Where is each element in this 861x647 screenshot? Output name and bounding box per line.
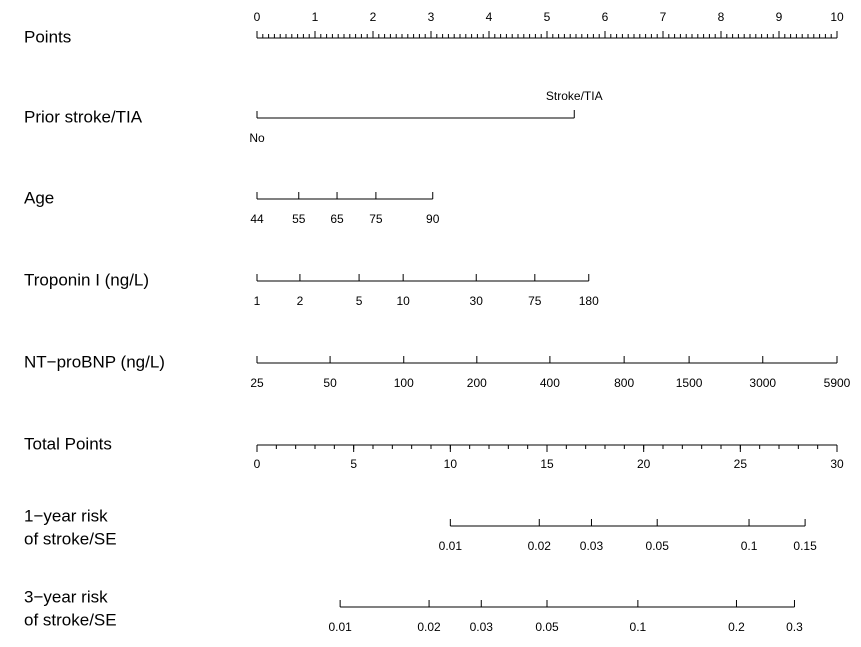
tick-label: 0.02: [528, 539, 552, 553]
tick-label: 7: [660, 10, 667, 24]
tick-label: 3: [428, 10, 435, 24]
tick-label: 5: [356, 294, 363, 308]
row-label: Troponin I (ng/L): [24, 270, 149, 289]
tick-label: 44: [250, 212, 264, 226]
tick-label: 65: [330, 212, 344, 226]
row-label: of stroke/SE: [24, 610, 117, 629]
tick-label: 0.01: [439, 539, 463, 553]
tick-label: 400: [540, 376, 560, 390]
tick-label: 0.3: [786, 620, 803, 634]
tick-label: 75: [369, 212, 383, 226]
tick-label: 0.05: [646, 539, 670, 553]
tick-label: 30: [470, 294, 484, 308]
tick-label: 0.1: [741, 539, 758, 553]
tick-label: 5: [350, 457, 357, 471]
tick-label: 50: [323, 376, 337, 390]
tick-label: 0.1: [630, 620, 647, 634]
tick-label: No: [249, 131, 265, 145]
tick-label: 90: [426, 212, 440, 226]
row-label: Prior stroke/TIA: [24, 107, 143, 126]
tick-label: 0.03: [470, 620, 494, 634]
tick-label: 180: [579, 294, 599, 308]
tick-label: 55: [292, 212, 306, 226]
row-label: NT−proBNP (ng/L): [24, 352, 165, 371]
row-label: Points: [24, 27, 71, 46]
row-label: 1−year risk: [24, 506, 108, 525]
tick-label: 0: [254, 10, 261, 24]
tick-label: 0.05: [535, 620, 559, 634]
tick-label: 25: [250, 376, 264, 390]
tick-label: 0.2: [728, 620, 745, 634]
tick-label: 5: [544, 10, 551, 24]
tick-label: 30: [830, 457, 844, 471]
tick-label: 0: [254, 457, 261, 471]
tick-label: Stroke/TIA: [546, 89, 603, 103]
tick-label: 6: [602, 10, 609, 24]
tick-label: 10: [396, 294, 410, 308]
tick-label: 10: [444, 457, 458, 471]
tick-label: 5900: [824, 376, 851, 390]
tick-label: 0.02: [417, 620, 441, 634]
tick-label: 3000: [749, 376, 776, 390]
tick-label: 10: [830, 10, 844, 24]
tick-label: 0.03: [580, 539, 604, 553]
row-label: Total Points: [24, 434, 112, 453]
tick-label: 1: [254, 294, 261, 308]
row-label: Age: [24, 188, 54, 207]
tick-label: 200: [467, 376, 487, 390]
tick-label: 15: [540, 457, 554, 471]
tick-label: 800: [614, 376, 634, 390]
tick-label: 1500: [676, 376, 703, 390]
tick-label: 0.01: [328, 620, 352, 634]
tick-label: 2: [370, 10, 377, 24]
tick-label: 20: [637, 457, 651, 471]
tick-label: 100: [394, 376, 414, 390]
tick-label: 8: [718, 10, 725, 24]
row-label: 3−year risk: [24, 587, 108, 606]
tick-label: 9: [776, 10, 783, 24]
row-label: of stroke/SE: [24, 529, 117, 548]
tick-label: 25: [734, 457, 748, 471]
tick-label: 1: [312, 10, 319, 24]
tick-label: 2: [297, 294, 304, 308]
tick-label: 75: [528, 294, 542, 308]
tick-label: 0.15: [793, 539, 817, 553]
tick-label: 4: [486, 10, 493, 24]
